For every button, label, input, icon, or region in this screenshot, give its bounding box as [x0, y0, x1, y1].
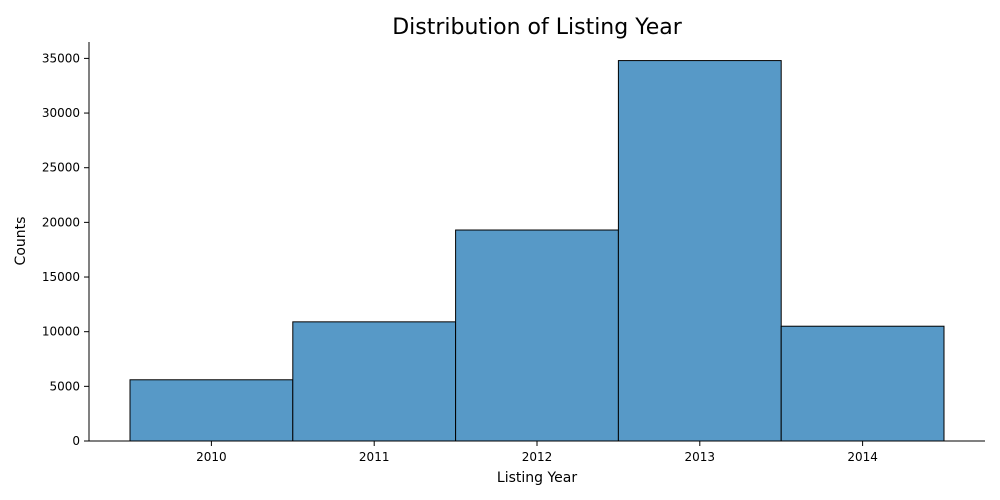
x-tick-label: 2014 [847, 450, 878, 464]
y-tick-label: 0 [72, 434, 80, 448]
x-tick-label: 2013 [685, 450, 716, 464]
y-tick-label: 20000 [42, 215, 80, 229]
y-tick-label: 15000 [42, 270, 80, 284]
bar-2013 [617, 60, 782, 442]
y-tick-label: 35000 [42, 51, 80, 65]
y-tick-label: 5000 [49, 379, 80, 393]
y-tick-label: 30000 [42, 106, 80, 120]
bar-2012 [455, 229, 619, 442]
x-tick-label: 2010 [196, 450, 227, 464]
bar-2011 [292, 321, 457, 442]
bars-group [129, 60, 945, 442]
x-axis-label: Listing Year [497, 470, 577, 486]
chart-title: Distribution of Listing Year [392, 15, 683, 40]
bar-2010 [129, 379, 294, 442]
x-axis: 2010 2011 2012 2013 2014 [89, 440, 985, 464]
y-axis: 0 5000 10000 15000 20000 25000 30000 35000 [42, 42, 90, 448]
x-tick-label: 2011 [359, 450, 390, 464]
y-tick-label: 25000 [42, 161, 80, 175]
y-axis-label: Counts [13, 217, 29, 266]
y-tick-label: 10000 [42, 325, 80, 339]
x-tick-label: 2012 [522, 450, 553, 464]
bar-2014 [780, 325, 945, 442]
